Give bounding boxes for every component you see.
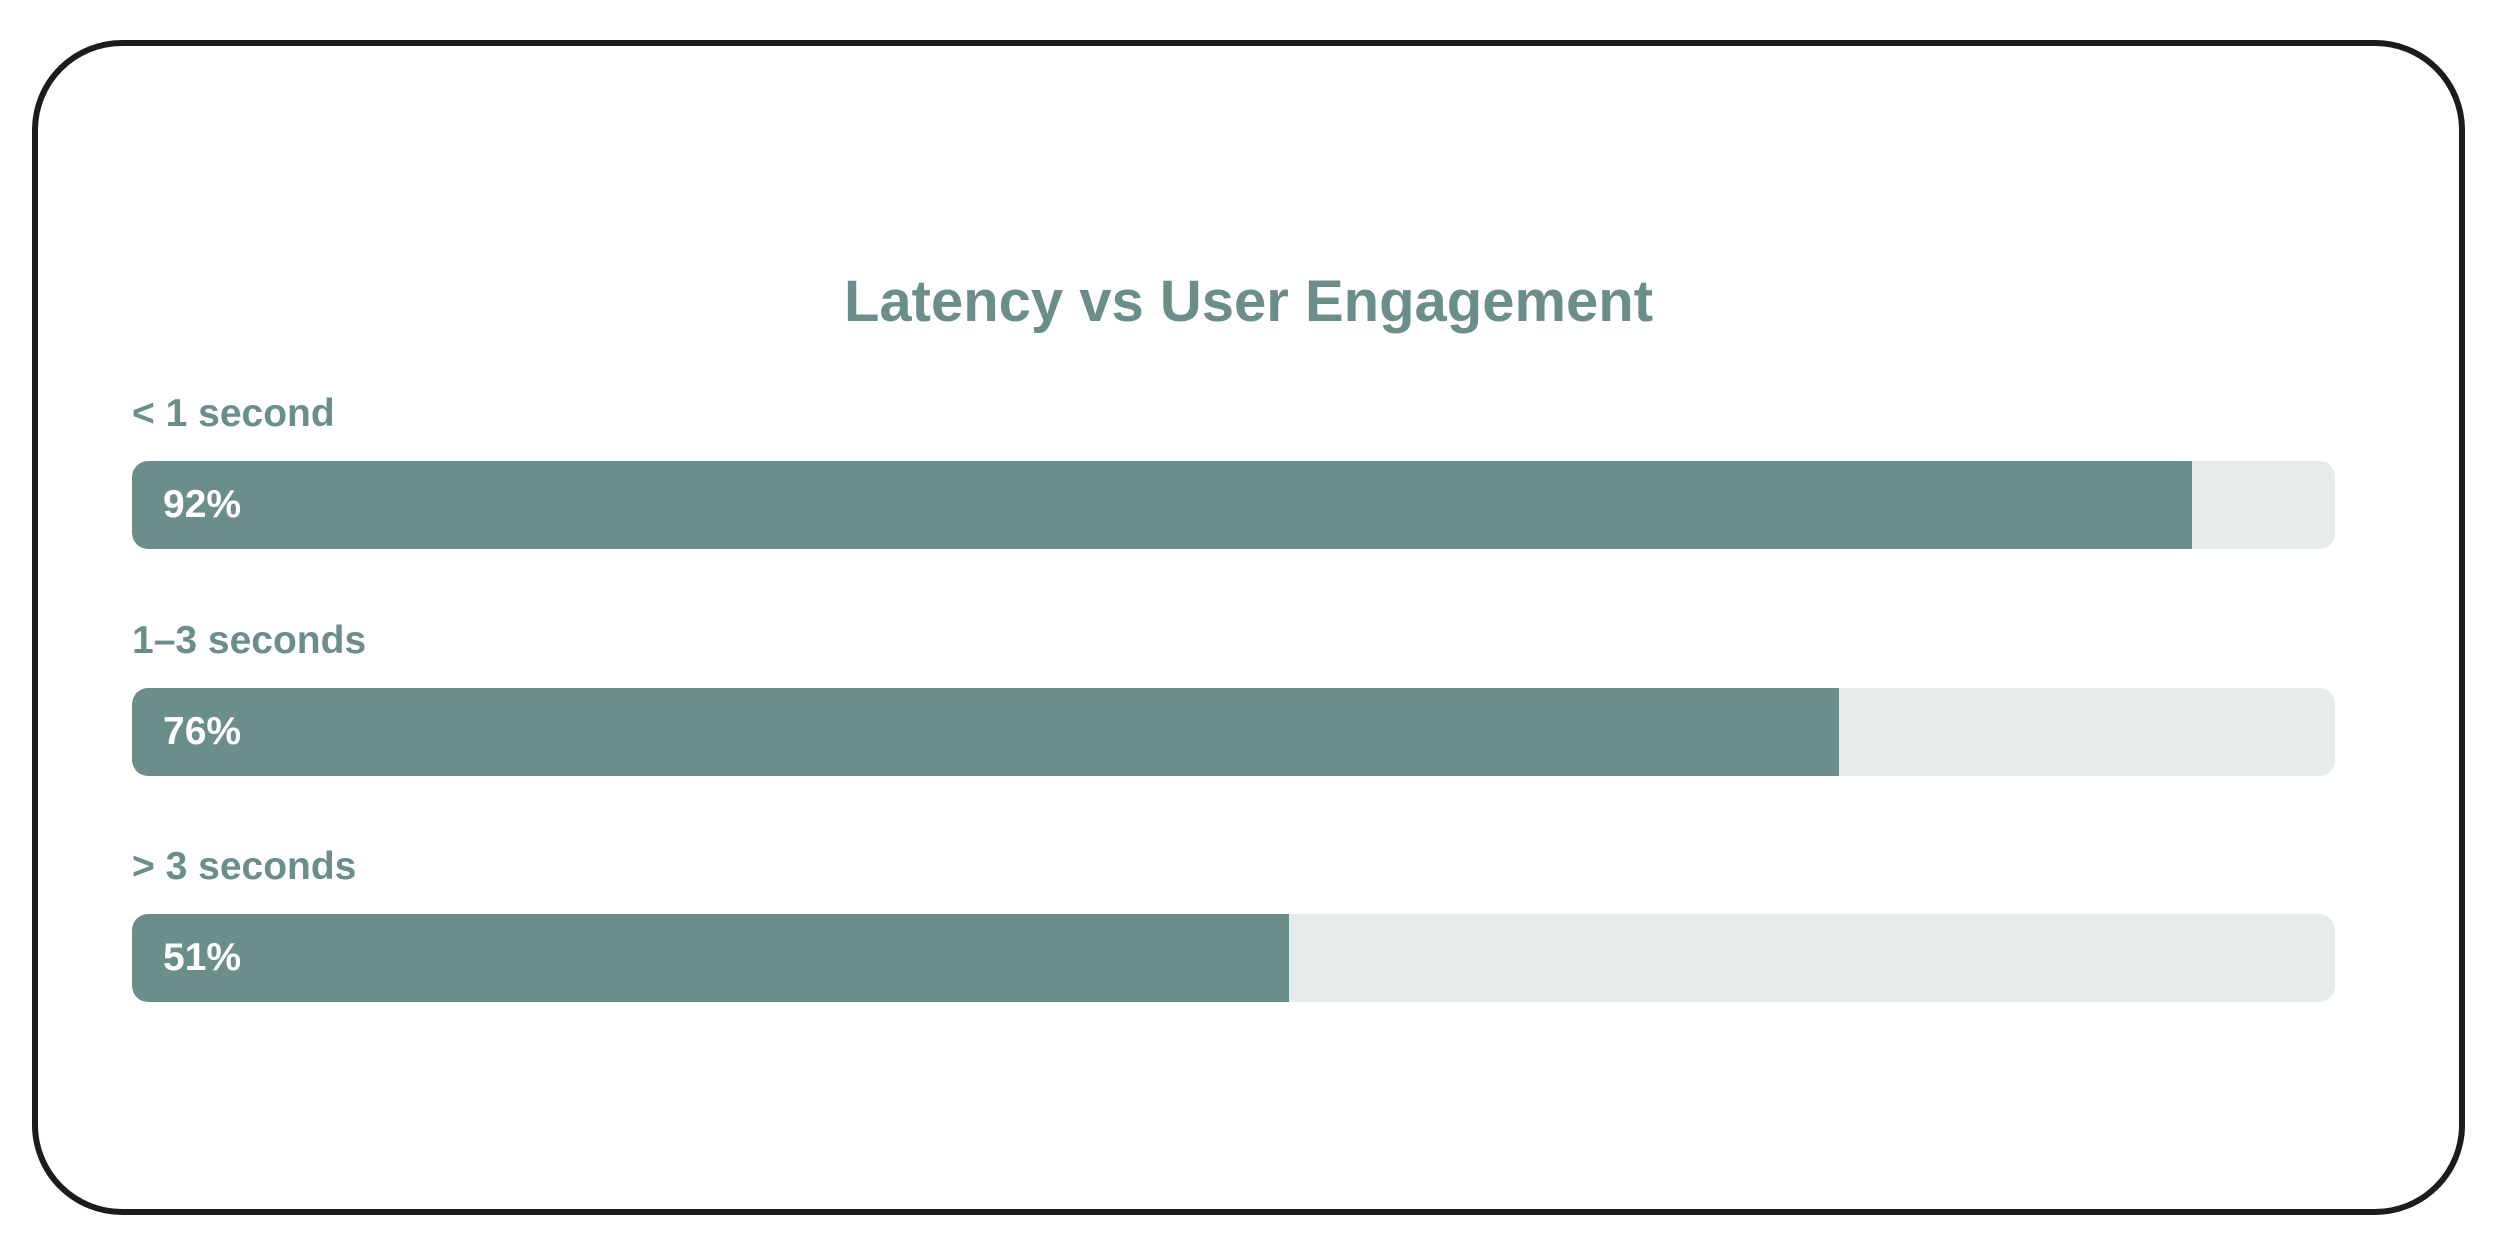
bar-value-label: 51% xyxy=(163,936,242,979)
chart-title: Latency vs User Engagement xyxy=(843,269,1654,334)
bar-value-label: 76% xyxy=(163,710,242,753)
bar-track: 92% xyxy=(132,461,2335,549)
bar-label: 1–3 seconds xyxy=(132,619,367,662)
bar-track: 51% xyxy=(132,914,2335,1002)
bar-fill: 92% xyxy=(132,461,2192,549)
bar-fill: 76% xyxy=(132,688,1840,776)
bar-label: < 1 second xyxy=(132,392,335,435)
chart-card: Latency vs User Engagement < 1 second 92… xyxy=(32,40,2465,1215)
bar-value-label: 92% xyxy=(163,483,242,526)
bar-label: > 3 seconds xyxy=(132,845,357,888)
bar-fill: 51% xyxy=(132,914,1289,1002)
bar-track: 76% xyxy=(132,688,2335,776)
